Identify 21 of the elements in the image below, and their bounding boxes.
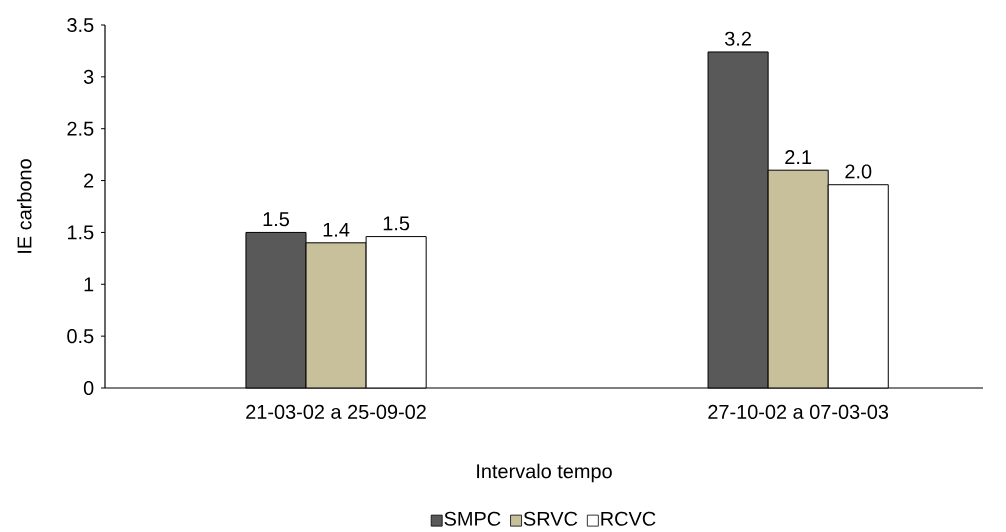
data-label: 1.5 <box>263 212 289 227</box>
y-axis-title: IE carbono <box>16 159 32 253</box>
data-label: 2.0 <box>845 164 872 179</box>
legend-label: RCVC <box>601 511 656 526</box>
x-tick-label: 21-03-02 a 25-09-02 <box>246 404 426 419</box>
y-tick-label: 2.5 <box>67 121 94 136</box>
data-label: 3.2 <box>725 31 751 46</box>
x-tick-label: 27-10-02 a 07-03-03 <box>708 404 889 419</box>
x-axis-title: Intervalo tempo <box>477 463 612 483</box>
y-tick-label: 1.5 <box>67 225 94 240</box>
y-tick-label: 0 <box>83 380 94 396</box>
data-label: 1.5 <box>383 216 410 231</box>
y-tick-label: 0.5 <box>67 329 94 344</box>
legend-label: SRVC <box>523 511 578 526</box>
data-label: 2.1 <box>785 150 812 164</box>
y-tick-label: 3 <box>83 69 94 84</box>
data-label: 1.4 <box>323 222 350 237</box>
y-tick-label: 3.5 <box>67 17 94 33</box>
y-tick-label: 1 <box>84 277 94 292</box>
y-tick-label: 2 <box>84 173 94 188</box>
legend-label: SMPC <box>444 511 501 526</box>
